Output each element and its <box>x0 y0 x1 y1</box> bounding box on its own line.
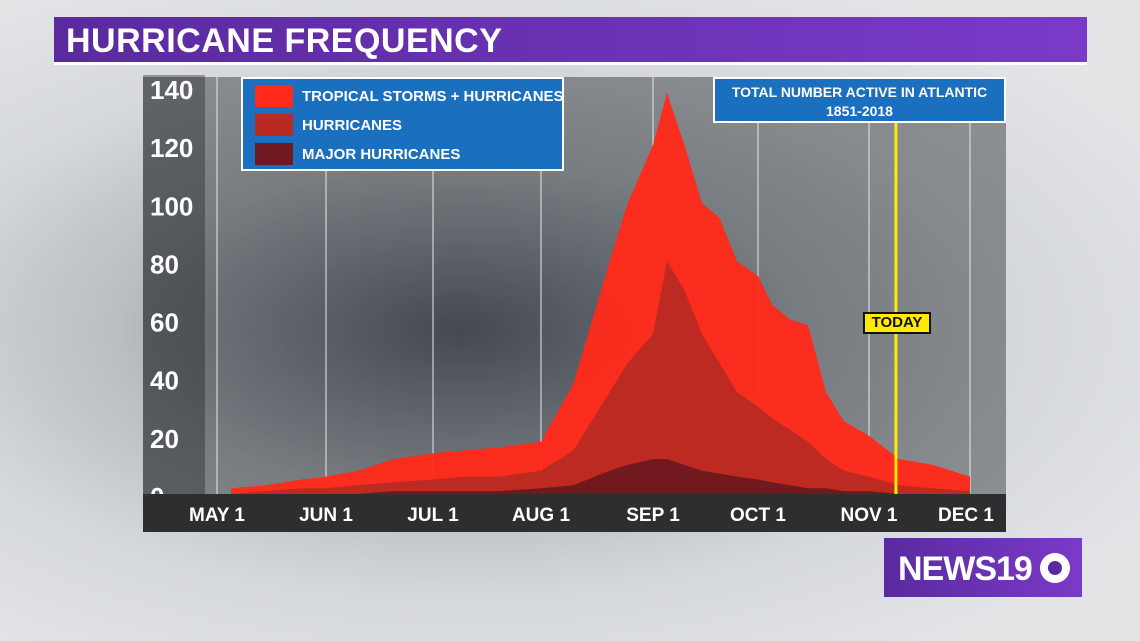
title-bar: HURRICANE FREQUENCY <box>54 17 1087 65</box>
y-tick-label: 60 <box>150 308 179 338</box>
cbs-eye-icon <box>1040 553 1070 583</box>
x-tick-label: MAY 1 <box>189 505 245 526</box>
x-tick-label: JUN 1 <box>299 505 353 526</box>
legend-label-major: MAJOR HURRICANES <box>302 146 461 163</box>
y-tick-label: 120 <box>150 133 193 163</box>
area-major-hurricanes <box>231 459 971 494</box>
x-tick-label: SEP 1 <box>626 505 680 526</box>
x-axis-band <box>143 494 1006 532</box>
logo-text: NEWS19 <box>898 550 1033 588</box>
legend-swatch-hurricanes <box>255 114 293 136</box>
y-tick-label: 100 <box>150 191 193 221</box>
note-line-2: 1851-2018 <box>826 103 893 119</box>
x-tick-label: JUL 1 <box>407 505 459 526</box>
y-axis-band <box>143 75 205 494</box>
note-line-1: TOTAL NUMBER ACTIVE IN ATLANTIC <box>731 84 988 100</box>
chart-title: HURRICANE FREQUENCY <box>66 22 503 60</box>
legend-swatch-major <box>255 143 293 165</box>
x-tick-label: DEC 1 <box>938 505 994 526</box>
legend-label-tropical: TROPICAL STORMS + HURRICANES <box>302 88 564 105</box>
today-label: TODAY <box>863 312 931 334</box>
x-tick-label: AUG 1 <box>512 505 571 526</box>
area-hurricanes <box>231 261 971 494</box>
y-tick-label: 40 <box>150 366 179 396</box>
legend-label-hurricanes: HURRICANES <box>302 117 403 134</box>
total-active-note: TOTAL NUMBER ACTIVE IN ATLANTIC 1851-201… <box>713 77 1006 123</box>
news19-logo: NEWS19 <box>884 538 1082 597</box>
y-tick-label: 20 <box>150 424 179 454</box>
area-tropical-storms-hurricanes <box>231 92 971 495</box>
x-tick-label: NOV 1 <box>840 505 897 526</box>
legend-swatch-tropical <box>255 85 293 107</box>
y-tick-label: 80 <box>150 249 179 279</box>
chart-legend: TROPICAL STORMS + HURRICANES HURRICANES … <box>241 77 564 171</box>
y-tick-label: 140 <box>150 75 193 105</box>
x-tick-label: OCT 1 <box>730 505 786 526</box>
